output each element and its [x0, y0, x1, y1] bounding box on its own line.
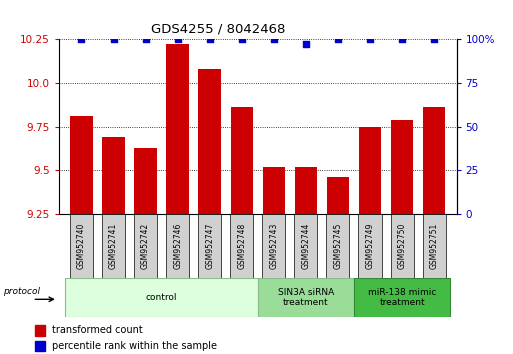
Text: protocol: protocol: [3, 287, 40, 296]
Bar: [294, 214, 318, 278]
Text: GSM952749: GSM952749: [365, 223, 374, 269]
Point: [206, 36, 214, 42]
Point: [366, 36, 374, 42]
Bar: [166, 44, 189, 214]
Point: [142, 36, 150, 42]
Point: [430, 36, 438, 42]
Point: [238, 36, 246, 42]
Bar: [230, 107, 253, 214]
Bar: [230, 214, 253, 278]
Bar: [102, 214, 125, 278]
Point: [302, 41, 310, 47]
Bar: [198, 214, 221, 278]
Bar: [326, 214, 349, 278]
Bar: [70, 214, 93, 278]
Bar: [359, 127, 381, 214]
Bar: [354, 278, 450, 317]
Text: GSM952740: GSM952740: [77, 223, 86, 269]
Point: [173, 36, 182, 42]
Text: GSM952750: GSM952750: [398, 223, 407, 269]
Bar: [199, 69, 221, 214]
Bar: [35, 325, 45, 336]
Text: miR-138 mimic
treatment: miR-138 mimic treatment: [368, 288, 436, 307]
Bar: [258, 278, 354, 317]
Bar: [262, 214, 285, 278]
Text: GSM952744: GSM952744: [301, 223, 310, 269]
Bar: [166, 214, 189, 278]
Bar: [35, 341, 45, 350]
Text: control: control: [146, 293, 177, 302]
Text: GSM952743: GSM952743: [269, 223, 279, 269]
Bar: [102, 137, 125, 214]
Point: [398, 36, 406, 42]
Text: GSM952741: GSM952741: [109, 223, 118, 269]
Bar: [263, 167, 285, 214]
Bar: [423, 107, 445, 214]
Bar: [66, 278, 258, 317]
Bar: [327, 177, 349, 214]
Text: GSM952751: GSM952751: [429, 223, 439, 269]
Bar: [390, 214, 413, 278]
Bar: [70, 116, 93, 214]
Title: GDS4255 / 8042468: GDS4255 / 8042468: [151, 23, 285, 36]
Bar: [294, 167, 317, 214]
Bar: [134, 148, 157, 214]
Bar: [359, 214, 382, 278]
Bar: [423, 214, 446, 278]
Point: [109, 36, 117, 42]
Text: percentile rank within the sample: percentile rank within the sample: [51, 341, 216, 350]
Point: [334, 36, 342, 42]
Text: GSM952742: GSM952742: [141, 223, 150, 269]
Text: GSM952746: GSM952746: [173, 223, 182, 269]
Bar: [134, 214, 157, 278]
Text: SIN3A siRNA
treatment: SIN3A siRNA treatment: [278, 288, 334, 307]
Text: transformed count: transformed count: [51, 325, 142, 336]
Point: [270, 36, 278, 42]
Point: [77, 36, 86, 42]
Text: GSM952745: GSM952745: [333, 223, 343, 269]
Text: GSM952748: GSM952748: [237, 223, 246, 269]
Text: GSM952747: GSM952747: [205, 223, 214, 269]
Bar: [391, 120, 413, 214]
